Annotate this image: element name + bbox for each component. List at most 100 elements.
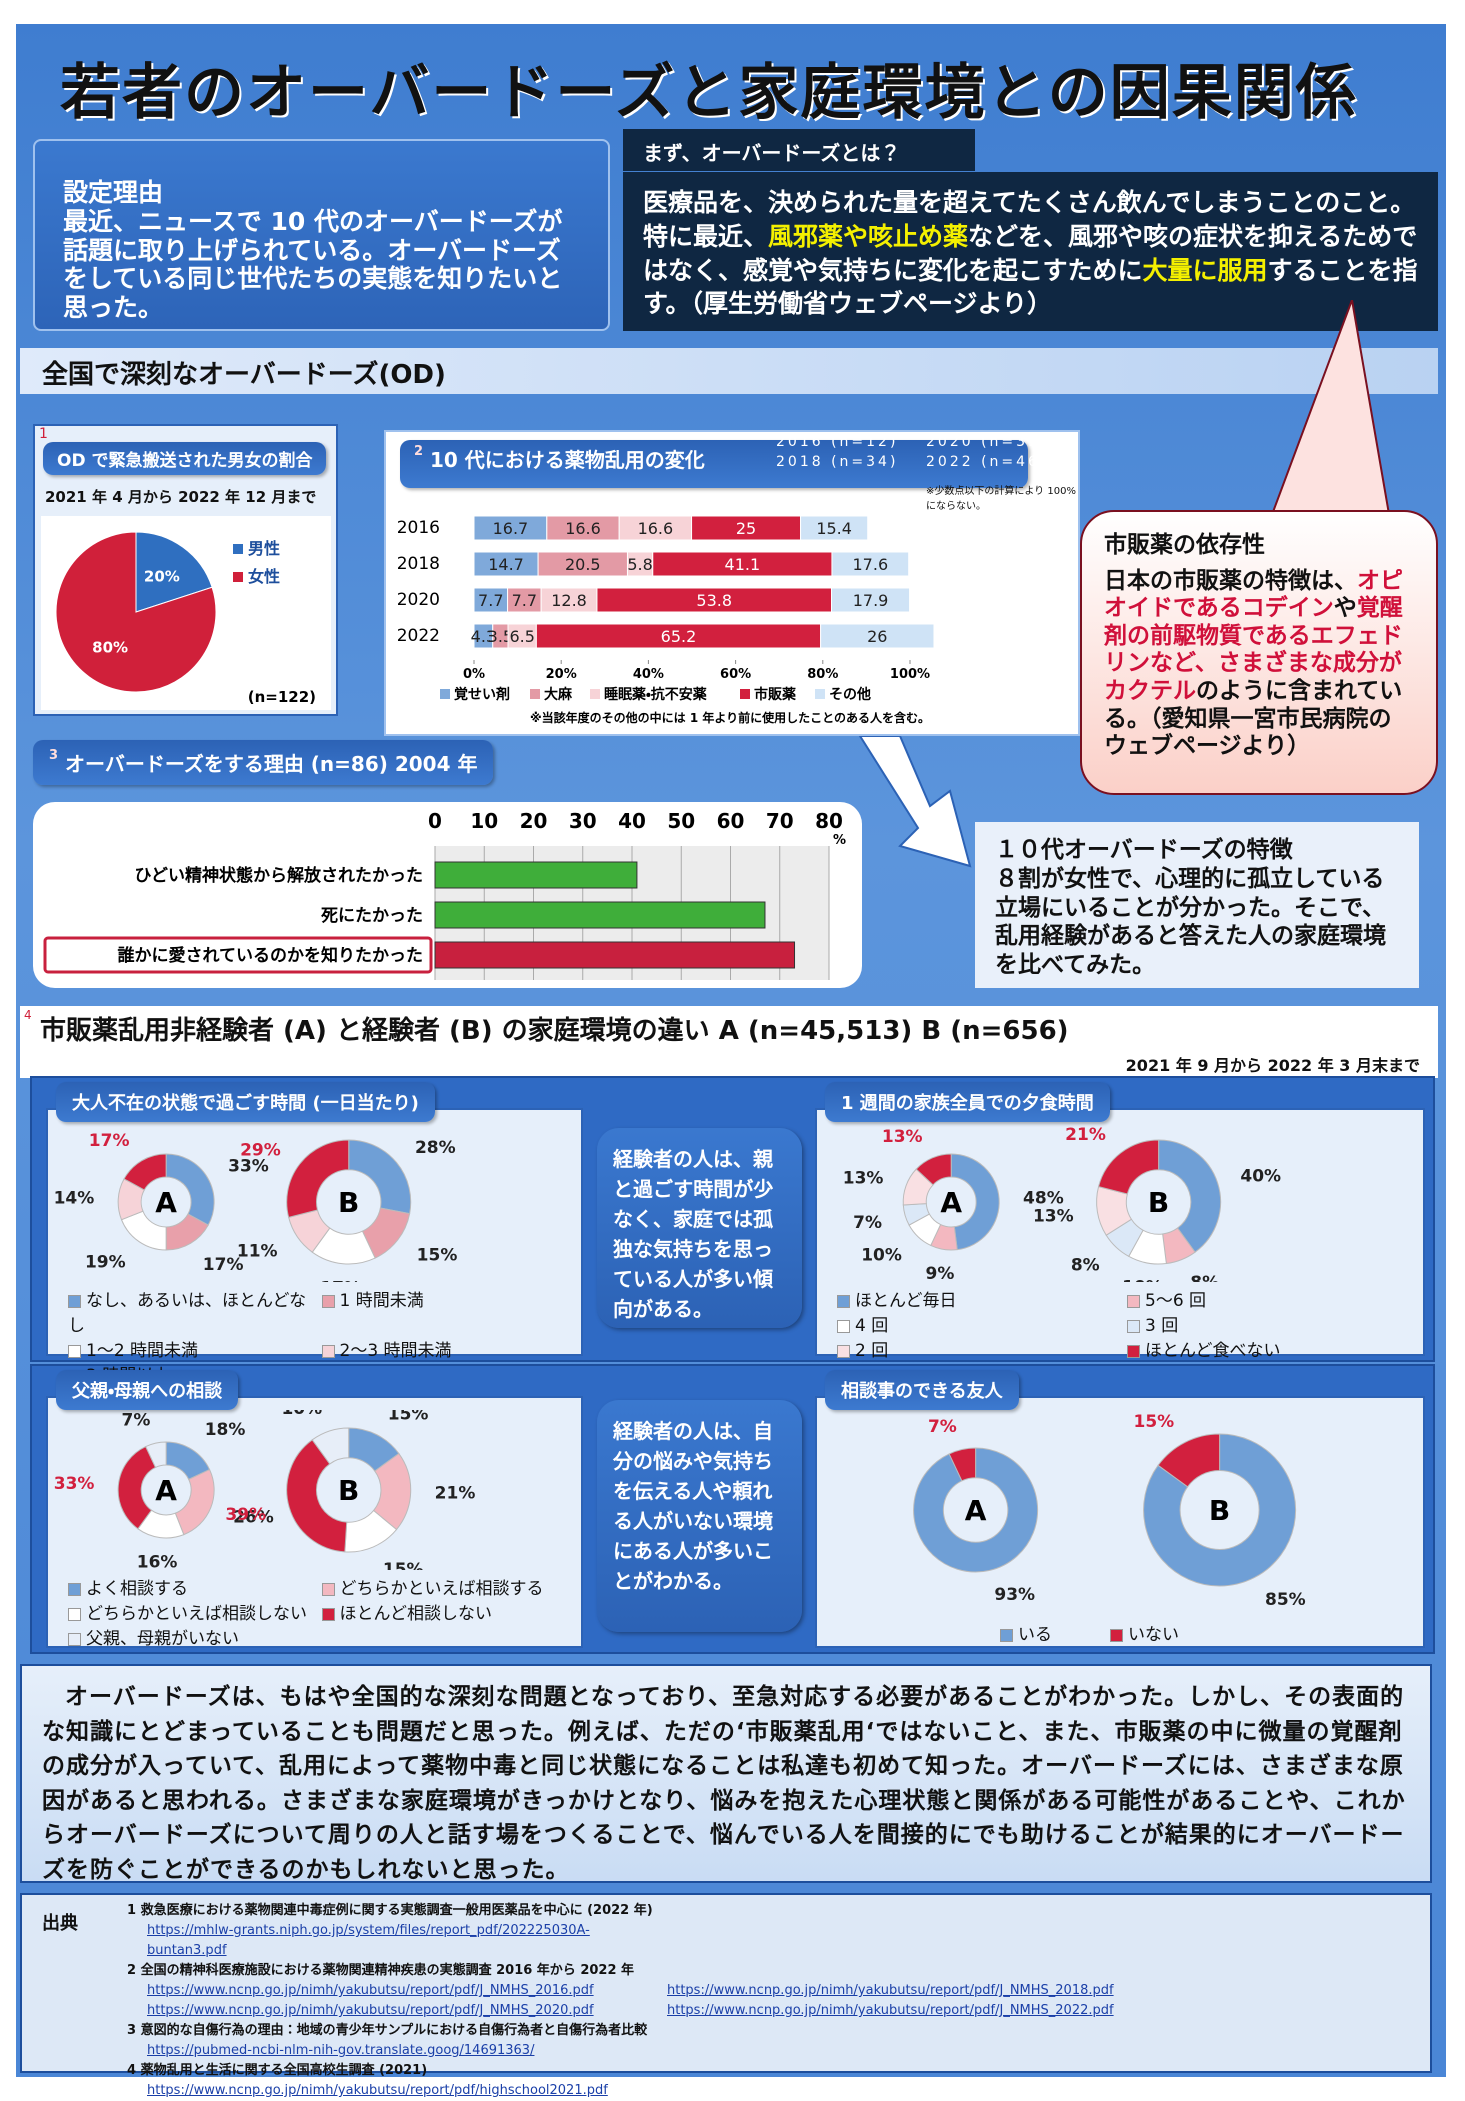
dependency-box: 市販薬の依存性 日本の市販薬の特徴は、オピオイドであるコデインや覚醒剤の前駆物質… [1080, 510, 1438, 795]
legend: ほとんど毎日 5～6 回 4 回 3 回 2 回 ほとんど食べない [837, 1286, 1407, 1361]
legend-label: 大麻 [544, 686, 573, 703]
segment-label: 33% [228, 1156, 269, 1176]
segment-label: 40% [1240, 1166, 1281, 1186]
x-tick-label: 30 [569, 809, 597, 833]
value-label: 20.5 [565, 555, 601, 574]
legend: よく相談する どちらかといえば相談する どちらかといえば相談しない ほとんど相談しない… [68, 1574, 565, 1649]
legend-label: 5～6 回 [1145, 1291, 1207, 1311]
segment-label: 29% [240, 1140, 281, 1160]
value-label: 25 [736, 519, 756, 538]
donut-segment [123, 1153, 167, 1191]
chart-title: 相談事のできる友人 [825, 1370, 1019, 1410]
chart-title: 大人不在の状態で過ごす時間 (一日当たり) [56, 1082, 435, 1122]
segment-label: 19% [85, 1253, 126, 1273]
segment-label: 18% [205, 1420, 246, 1440]
bar-segment [820, 623, 935, 649]
source-link[interactable]: https://www.ncnp.go.jp/nimh/yakubutsu/re… [667, 2003, 1114, 2018]
source-link[interactable]: https://mhlw-grants.niph.go.jp/system/fi… [147, 1923, 590, 1958]
bar [434, 901, 766, 929]
segment-label: 9% [925, 1264, 954, 1282]
text-segment: などを、風邪や咳の症状を抑えるためではなく、感覚や気持ちに変化を起こすために [643, 221, 1418, 285]
value-label: 65.2 [661, 627, 697, 646]
slice-label: 20% [144, 567, 180, 585]
bar [434, 861, 638, 889]
legend-swatch [837, 1319, 850, 1333]
text-segment: や [1333, 595, 1357, 622]
chart-number: 1 [39, 426, 48, 442]
legend-item: 1 時間未満 [321, 1286, 566, 1336]
segment-label: 14% [54, 1188, 95, 1208]
group-label: A [940, 1186, 962, 1219]
donut-segment [165, 1153, 215, 1226]
legend-label: いる [1018, 1625, 1052, 1645]
text-segment: のように含まれている。（愛知県一宮市民病院のウェブページより） [1104, 677, 1403, 760]
segment-label: 17% [89, 1131, 130, 1151]
donut-chart: 18% 26% 16% 33% 7% A 15% 21% 15% 39% 10% B [54, 1410, 476, 1570]
legend-label: 父親、母親がいない [86, 1629, 239, 1649]
bar-segment [507, 587, 542, 613]
segment-label: 13% [843, 1169, 884, 1189]
legend-swatch [68, 1632, 81, 1646]
legend-item: 2 回 [837, 1336, 1117, 1361]
donut-segment [174, 1468, 215, 1536]
donut-panel: 大人不在の状態で過ごす時間 (一日当たり) 33% 17% 19% 14% 17% A 28%… [46, 1082, 583, 1386]
finding-note: 経験者の人は、自分の悩みや気持ちを伝える人や頼れる人がいない環境にある人が多いこ… [597, 1400, 802, 1632]
value-label: 5.8 [627, 555, 652, 574]
legend-swatch [1000, 1628, 1013, 1642]
donut-segment [348, 1139, 412, 1215]
legend-swatch [321, 1582, 335, 1596]
legend: いる いない [1000, 1620, 1465, 1645]
group-label: B [1209, 1494, 1230, 1527]
value-label: 14.7 [488, 555, 524, 574]
source-link[interactable]: https://www.ncnp.go.jp/nimh/yakubutsu/re… [147, 2083, 608, 2098]
category-label: 2020 [397, 590, 440, 610]
legend-swatch [1127, 1319, 1140, 1333]
segment-label: 7% [928, 1417, 957, 1437]
pie-slice [135, 531, 213, 613]
value-label: 17.6 [853, 555, 889, 574]
stacked-bar-chart: 2016 16.7 16.6 16.6 25 15.4 2018 14.7 20.5 5.8 41.… [397, 515, 935, 725]
donut-segment [145, 1441, 167, 1469]
bar-segment [618, 515, 693, 541]
reason-heading: 設定理由 [63, 178, 164, 207]
finding-note: 経験者の人は、親と過ごす時間が少なく、家庭では孤独な気持ちを思っている人が多い傾… [597, 1128, 802, 1328]
chart-title: 10 代における薬物乱用の変化 [430, 448, 705, 472]
legend-swatch [233, 572, 243, 582]
segment-label: 17% [320, 1279, 361, 1282]
source-links: https://mhlw-grants.niph.go.jp/system/fi… [127, 1921, 1417, 1961]
donut-segment [1143, 1433, 1297, 1587]
legend-label: 覚せい剤 [454, 686, 510, 703]
segment-label: 13% [882, 1127, 923, 1147]
value-label: 7.7 [478, 591, 503, 610]
legend-label: 4 回 [855, 1316, 889, 1336]
legend-label: どちらかといえば相談しない [86, 1604, 307, 1624]
value-label: 4.3 [471, 627, 496, 646]
text-segment: することを指す。（厚生労働省ウェブページより） [643, 255, 1418, 319]
source-link[interactable]: https://www.ncnp.go.jp/nimh/yakubutsu/re… [147, 1983, 594, 1998]
legend-swatch [321, 1344, 335, 1358]
value-label: 53.8 [696, 591, 732, 610]
category-label: 誰かに愛されているのかを知りたかった [118, 945, 424, 966]
donut-segment [950, 1153, 1000, 1251]
chart-title: 1 週間の家族全員での夕食時間 [825, 1082, 1110, 1122]
bar-segment [831, 551, 910, 577]
segment-label: 7% [122, 1411, 151, 1431]
bar-segment [652, 551, 833, 577]
x-tick-label: 40 [618, 809, 646, 833]
legend-swatch [1127, 1344, 1140, 1358]
source-link[interactable]: https://www.ncnp.go.jp/nimh/yakubutsu/re… [147, 2003, 594, 2018]
donut-chart: 93% 7% A 85% 15% B [913, 1412, 1306, 1610]
value-label: 41.1 [725, 555, 761, 574]
legend-swatch [837, 1294, 850, 1308]
x-tick-label: 0 [428, 809, 442, 833]
segment-label: 7% [853, 1213, 882, 1233]
sample-size: 2018 (n=34) [776, 454, 899, 470]
source-link[interactable]: https://pubmed-ncbi-nlm-nih-gov.translat… [147, 2043, 535, 2058]
value-label: 17.9 [853, 591, 889, 610]
legend-label: ほとんど毎日 [855, 1291, 957, 1311]
x-tick-label: 100% [890, 667, 930, 682]
legend-label: 男性 [248, 539, 280, 558]
source-link[interactable]: https://www.ncnp.go.jp/nimh/yakubutsu/re… [667, 1983, 1114, 1998]
segment-label: 15% [417, 1246, 458, 1266]
category-label: 2022 [397, 626, 440, 646]
